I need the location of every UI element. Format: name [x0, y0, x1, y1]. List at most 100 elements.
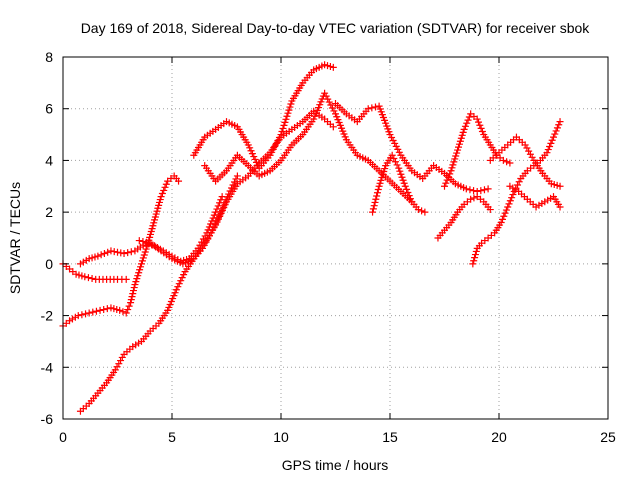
data-point	[472, 247, 480, 255]
data-point	[114, 248, 121, 256]
data-point	[418, 207, 426, 215]
data-point	[508, 194, 516, 202]
data-point	[467, 195, 475, 203]
data-point	[478, 127, 486, 135]
data-point	[371, 103, 379, 111]
data-point	[129, 290, 137, 298]
y-tick-label: -2	[41, 308, 54, 324]
data-point	[373, 189, 381, 197]
x-axis-label: GPS time / hours	[282, 457, 389, 473]
x-tick-label: 20	[491, 429, 507, 445]
data-point	[78, 311, 86, 319]
data-point	[174, 283, 182, 291]
data-point	[480, 186, 488, 194]
data-points	[59, 61, 564, 415]
data-point	[477, 124, 485, 132]
data-point	[166, 300, 174, 308]
data-point	[498, 215, 506, 223]
data-point	[142, 245, 150, 253]
data-point	[460, 125, 468, 133]
data-point	[137, 263, 145, 271]
data-point	[128, 293, 136, 301]
data-point	[158, 190, 166, 198]
data-point	[281, 118, 289, 126]
data-point	[497, 218, 505, 226]
data-point	[392, 142, 400, 150]
grid-lines	[63, 57, 608, 419]
data-point	[514, 181, 522, 189]
data-point	[544, 146, 552, 154]
y-tick-label: 8	[45, 49, 53, 65]
data-point	[110, 248, 118, 256]
data-point	[100, 250, 108, 258]
data-point	[280, 121, 288, 129]
data-point	[170, 292, 178, 300]
data-point	[506, 197, 514, 205]
data-point	[457, 134, 465, 142]
data-point	[399, 176, 407, 184]
x-tick-label: 0	[59, 429, 67, 445]
data-point	[455, 140, 463, 148]
data-point	[81, 273, 89, 281]
data-point	[525, 147, 533, 155]
data-point	[406, 195, 414, 203]
x-tick-label: 25	[600, 429, 616, 445]
data-point	[448, 164, 456, 172]
data-point	[277, 131, 285, 139]
y-tick-label: 4	[45, 152, 53, 168]
data-point	[374, 186, 382, 194]
data-point	[129, 287, 137, 295]
data-point	[398, 173, 406, 181]
data-point	[464, 116, 472, 124]
data-point	[132, 278, 140, 286]
data-point	[391, 139, 399, 147]
data-point	[125, 302, 133, 310]
data-point	[373, 192, 381, 200]
data-point	[553, 124, 561, 132]
data-point	[548, 136, 556, 144]
data-point	[287, 100, 295, 108]
data-point	[139, 254, 147, 262]
data-point	[470, 187, 478, 195]
data-point	[130, 284, 138, 292]
data-point	[473, 115, 481, 123]
data-point	[486, 206, 494, 214]
data-point	[395, 164, 403, 172]
data-point	[233, 172, 241, 180]
data-point	[555, 121, 563, 129]
data-point	[475, 118, 483, 126]
data-point	[503, 158, 511, 166]
data-point	[462, 185, 470, 193]
data-point	[94, 252, 102, 260]
data-point	[386, 131, 394, 139]
data-point	[378, 173, 386, 181]
data-point	[115, 360, 123, 368]
data-point	[271, 142, 279, 150]
data-point	[455, 143, 463, 151]
data-point	[546, 142, 554, 150]
data-point	[92, 307, 100, 315]
data-point	[124, 249, 132, 257]
data-point	[476, 121, 484, 129]
y-tick-label: 2	[45, 204, 53, 220]
data-point	[117, 249, 125, 257]
data-point	[421, 208, 429, 216]
data-point	[266, 151, 274, 159]
data-point	[329, 123, 337, 131]
data-point	[397, 170, 405, 178]
data-point	[321, 89, 329, 97]
y-tick-label: -6	[41, 411, 54, 427]
data-point	[404, 188, 412, 196]
data-point	[136, 266, 144, 274]
data-point	[556, 203, 564, 211]
data-point	[504, 203, 512, 211]
data-point	[484, 185, 492, 193]
data-point	[96, 306, 104, 314]
data-point	[556, 118, 564, 126]
data-point	[119, 308, 127, 316]
data-point	[89, 308, 97, 316]
data-point	[454, 146, 462, 154]
data-point	[403, 185, 411, 193]
data-point	[100, 306, 108, 314]
